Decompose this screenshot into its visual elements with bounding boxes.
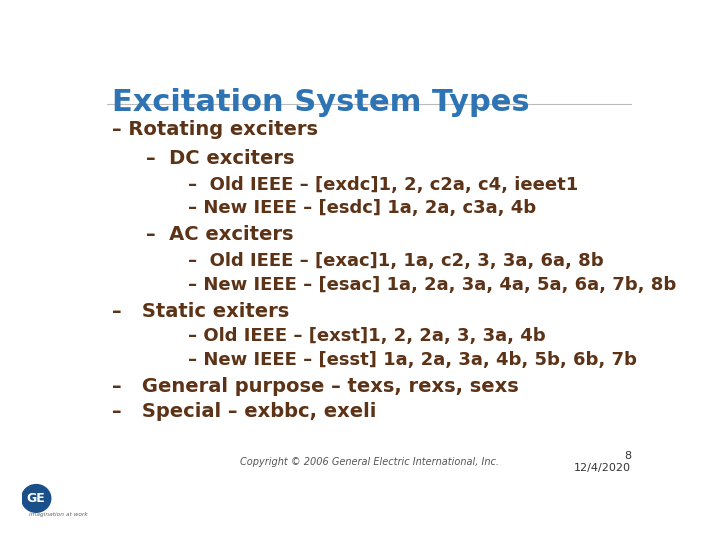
Text: –  DC exciters: – DC exciters <box>145 149 294 168</box>
Text: –   Special – exbbc, exeli: – Special – exbbc, exeli <box>112 402 377 421</box>
Text: – New IEEE – [esac] 1a, 2a, 3a, 4a, 5a, 6a, 7b, 8b: – New IEEE – [esac] 1a, 2a, 3a, 4a, 5a, … <box>188 276 676 294</box>
Text: –   General purpose – texs, rexs, sexs: – General purpose – texs, rexs, sexs <box>112 377 519 396</box>
Text: – Rotating exciters: – Rotating exciters <box>112 120 318 139</box>
Text: –  AC exciters: – AC exciters <box>145 225 293 244</box>
Text: 8: 8 <box>624 451 631 462</box>
Text: 12/4/2020: 12/4/2020 <box>575 463 631 473</box>
Text: – New IEEE – [esdc] 1a, 2a, c3a, 4b: – New IEEE – [esdc] 1a, 2a, c3a, 4b <box>188 199 536 217</box>
Text: –  Old IEEE – [exac]1, 1a, c2, 3, 3a, 6a, 8b: – Old IEEE – [exac]1, 1a, c2, 3, 3a, 6a,… <box>188 252 603 270</box>
Text: – New IEEE – [esst] 1a, 2a, 3a, 4b, 5b, 6b, 7b: – New IEEE – [esst] 1a, 2a, 3a, 4b, 5b, … <box>188 351 636 369</box>
Text: Excitation System Types: Excitation System Types <box>112 87 530 117</box>
Text: –  Old IEEE – [exdc]1, 2, c2a, c4, ieeet1: – Old IEEE – [exdc]1, 2, c2a, c4, ieeet1 <box>188 176 578 193</box>
Text: GE: GE <box>27 492 45 505</box>
Text: –   Static exiters: – Static exiters <box>112 302 289 321</box>
Text: – Old IEEE – [exst]1, 2, 2a, 3, 3a, 4b: – Old IEEE – [exst]1, 2, 2a, 3, 3a, 4b <box>188 327 545 345</box>
Text: Copyright © 2006 General Electric International, Inc.: Copyright © 2006 General Electric Intern… <box>240 457 498 467</box>
Text: imagination at work: imagination at work <box>29 512 88 517</box>
Circle shape <box>22 484 50 512</box>
